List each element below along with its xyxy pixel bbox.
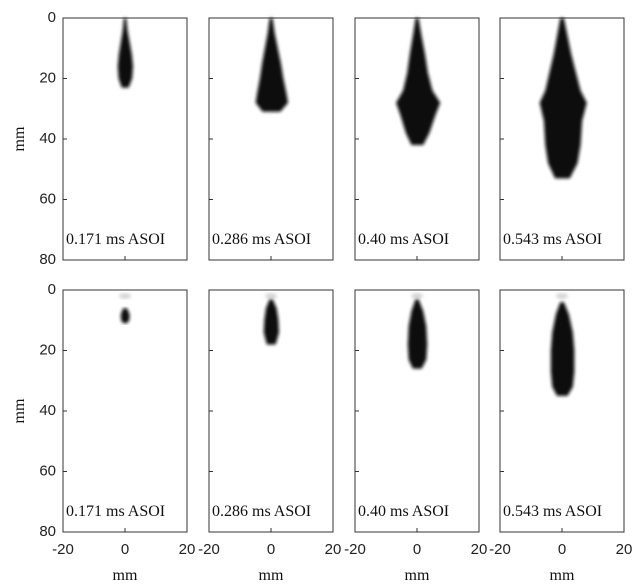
spray	[550, 302, 575, 396]
x-tick-label: 0	[413, 541, 421, 558]
panel: 0.286 ms ASOI	[208, 17, 334, 261]
y-axis-label: mm	[11, 398, 28, 423]
x-tick-label: 0	[558, 541, 566, 558]
nozzle-glow	[556, 293, 568, 300]
y-tick-label: 20	[39, 341, 56, 358]
panel: 0.543 ms ASOI	[499, 17, 625, 261]
nozzle-glow	[265, 293, 277, 300]
panel-frame	[62, 289, 188, 533]
panel-label: 0.543 ms ASOI	[503, 503, 602, 520]
y-tick-label: 60	[39, 462, 56, 479]
nozzle-glow	[119, 293, 131, 300]
panel-label: 0.171 ms ASOI	[66, 231, 165, 248]
panel: 0.40 ms ASOI	[354, 17, 480, 261]
y-tick-label: 80	[39, 523, 56, 540]
y-tick-label: 0	[48, 281, 56, 298]
spray	[117, 18, 134, 88]
panel: 0.286 ms ASOI -20 0 20	[198, 289, 342, 558]
panel-label: 0.40 ms ASOI	[358, 231, 449, 248]
panel-label: 0.543 ms ASOI	[503, 231, 602, 248]
x-tick-label: 20	[325, 541, 342, 558]
x-axis-label: mm	[405, 567, 430, 584]
x-axis-label: mm	[550, 567, 575, 584]
x-tick-label: -20	[344, 541, 366, 558]
panel-label: 0.171 ms ASOI	[66, 503, 165, 520]
y-tick-label: 40	[39, 402, 56, 419]
panel-label: 0.286 ms ASOI	[212, 231, 311, 248]
x-tick-label: 20	[179, 541, 196, 558]
x-tick-label: 0	[121, 541, 129, 558]
x-tick-label: -20	[198, 541, 220, 558]
y-tick-label: 80	[39, 251, 56, 268]
panel-label: 0.286 ms ASOI	[212, 503, 311, 520]
y-axis-label: mm	[11, 126, 28, 151]
panel: 0.171 ms ASOI -20 0 20 0 20 40 60 80	[39, 281, 195, 558]
x-tick-label: 0	[267, 541, 275, 558]
spray	[255, 18, 289, 112]
panel: 0.40 ms ASOI -20 0 20	[344, 289, 488, 558]
x-axis-label: mm	[113, 567, 138, 584]
y-tick-label: 20	[39, 69, 56, 86]
panel-label: 0.40 ms ASOI	[358, 503, 449, 520]
nozzle-glow	[411, 293, 423, 300]
x-axis-label: mm	[259, 567, 284, 584]
x-tick-label: -20	[52, 541, 74, 558]
spray	[539, 18, 587, 179]
panel: 0.543 ms ASOI -20 0 20	[489, 289, 633, 558]
spray	[263, 299, 280, 345]
y-tick-label: 40	[39, 130, 56, 147]
x-tick-label: -20	[489, 541, 511, 558]
spray	[120, 308, 130, 324]
x-tick-label: 20	[616, 541, 633, 558]
spray	[407, 299, 428, 369]
y-tick-label: 60	[39, 190, 56, 207]
y-tick-label: 0	[48, 9, 56, 26]
panel: 0.171 ms ASOI 0 20 40 60 80	[39, 9, 188, 268]
x-tick-label: 20	[471, 541, 488, 558]
spray	[396, 18, 441, 146]
